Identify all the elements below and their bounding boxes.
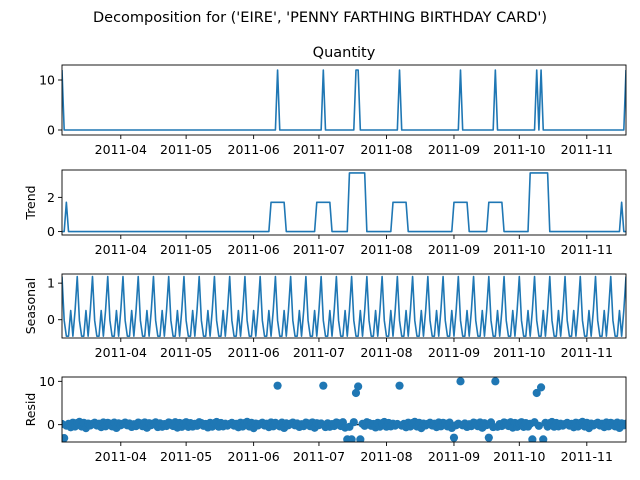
trend-x-tick-label: 2011-09	[428, 242, 480, 257]
seasonal-y-axis-label: Seasonal	[23, 278, 38, 335]
resid-points	[62, 377, 626, 442]
observed-title: Quantity	[313, 45, 376, 61]
trend-x-tick-label: 2011-10	[493, 242, 545, 257]
resid-outlier-point	[319, 381, 328, 390]
seasonal-y-tick-label: 1	[47, 276, 55, 291]
resid-x-tick-label: 2011-05	[160, 449, 212, 464]
resid-axes-frame	[61, 376, 627, 443]
trend-x-tick-label: 2011-04	[95, 242, 147, 257]
observed-y-tick-label: 10	[39, 73, 55, 88]
resid-outlier-point	[491, 377, 500, 386]
resid-outlier-point	[532, 388, 541, 398]
resid-outlier-point	[356, 435, 365, 442]
resid-outlier-point	[273, 381, 282, 390]
seasonal-x-tick-label: 2011-11	[561, 345, 613, 360]
seasonal-x-tick-label: 2011-06	[228, 345, 280, 360]
trend-x-tick-label: 2011-11	[561, 242, 613, 257]
resid-outlier-point	[62, 434, 69, 442]
resid-outlier-point	[449, 433, 459, 442]
resid-outlier-point	[347, 435, 356, 442]
seasonal-panel: 0 1 2011-04 2011-05 2011-06 2011-07 2011-08 201…	[23, 273, 627, 360]
trend-x-tick-label: 2011-05	[160, 242, 212, 257]
seasonal-x-tick-label: 2011-04	[95, 345, 147, 360]
trend-panel: 0 2 2011-04 2011-05 2011-06 2011-07 2011-08 201…	[23, 169, 627, 257]
observed-x-tick-label: 2011-05	[160, 142, 212, 157]
trend-y-tick-label: 2	[47, 190, 55, 205]
resid-outlier-point	[484, 433, 493, 442]
observed-x-tick-label: 2011-08	[360, 142, 412, 157]
seasonal-x-tick-label: 2011-07	[293, 345, 345, 360]
resid-y-tick-label: 0	[47, 417, 55, 432]
resid-outlier-point	[395, 381, 404, 390]
resid-point	[534, 421, 543, 430]
observed-x-tick-label: 2011-04	[95, 142, 147, 157]
trend-y-tick-label: 0	[47, 224, 55, 239]
seasonal-x-tick-label: 2011-05	[160, 345, 212, 360]
observed-x-tick-label: 2011-06	[228, 142, 280, 157]
resid-outlier-point	[539, 435, 548, 442]
resid-x-tick-label: 2011-09	[428, 449, 480, 464]
trend-x-tick-label: 2011-07	[293, 242, 345, 257]
resid-y-axis-label: Resid	[23, 393, 38, 427]
seasonal-series-line	[62, 275, 626, 337]
resid-x-tick-label: 2011-08	[360, 449, 412, 464]
figure-title: Decomposition for ('EIRE', 'PENNY FARTHI…	[93, 10, 547, 26]
trend-axes-frame	[61, 169, 627, 236]
resid-x-tick-label: 2011-07	[293, 449, 345, 464]
seasonal-x-tick-label: 2011-08	[360, 345, 412, 360]
seasonal-x-tick-label: 2011-10	[493, 345, 545, 360]
observed-panel: 0 10 2011-04 2011-05 2011-06 2011-07 2011-08 20…	[39, 45, 627, 157]
observed-axes-frame	[61, 64, 627, 136]
observed-x-tick-label: 2011-11	[561, 142, 613, 157]
trend-x-tick-label: 2011-06	[228, 242, 280, 257]
trend-x-tick-label: 2011-08	[360, 242, 412, 257]
resid-x-tick-label: 2011-11	[561, 449, 613, 464]
seasonal-y-tick-label: 0	[47, 312, 55, 327]
observed-x-tick-label: 2011-07	[293, 142, 345, 157]
observed-x-tick-label: 2011-09	[428, 142, 480, 157]
resid-y-tick-label: 10	[39, 374, 55, 389]
seasonal-x-tick-label: 2011-09	[428, 345, 480, 360]
resid-outlier-point	[528, 435, 537, 442]
resid-point	[349, 418, 358, 427]
resid-x-tick-label: 2011-10	[493, 449, 545, 464]
observed-x-tick-label: 2011-10	[493, 142, 545, 157]
resid-panel: 0 10 2011-04 2011-05 2011-06 2011-07 2011-08 20…	[23, 374, 627, 464]
trend-y-axis-label: Trend	[23, 185, 38, 220]
resid-outlier-point	[351, 388, 361, 398]
resid-x-tick-label: 2011-04	[95, 449, 147, 464]
seasonal-axes-frame	[61, 273, 627, 339]
observed-y-tick-label: 0	[47, 123, 55, 138]
trend-series-line	[62, 172, 626, 233]
resid-outlier-point	[354, 382, 363, 391]
resid-point	[621, 419, 626, 428]
resid-x-tick-label: 2011-06	[228, 449, 280, 464]
observed-series-line	[62, 69, 626, 131]
resid-outlier-point	[536, 383, 546, 392]
resid-outlier-point	[456, 377, 465, 386]
